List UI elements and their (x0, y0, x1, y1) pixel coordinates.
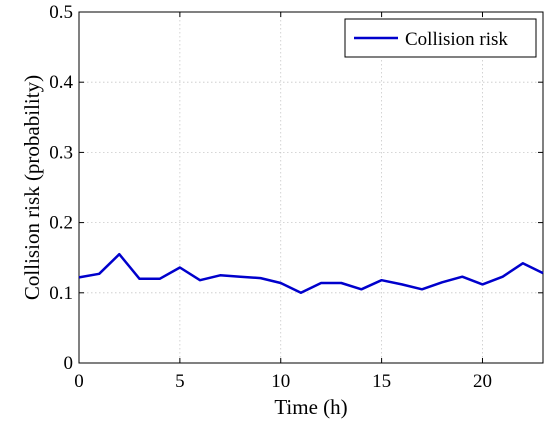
plot-frame (78, 11, 544, 364)
y-tick-label: 0.2 (49, 213, 73, 234)
x-tick-label: 10 (271, 371, 290, 392)
series-line-collision-risk (78, 252, 544, 295)
legend: Collision risk (344, 18, 537, 58)
x-axis-label: Time (h) (274, 395, 347, 419)
series-layer (78, 252, 544, 295)
grid (79, 12, 543, 363)
y-axis-label: Collision risk (probability) (20, 75, 44, 300)
x-tick-label: 20 (473, 371, 492, 392)
x-tick-label: 5 (175, 371, 185, 392)
legend-label: Collision risk (405, 29, 508, 50)
y-tick-label: 0.3 (49, 142, 73, 163)
y-tick-label: 0 (64, 353, 74, 374)
axis-ticks: 0 5 10 15 20 0 0.1 0.2 0.3 0.4 0.5 (49, 2, 543, 392)
x-tick-label: 15 (372, 371, 391, 392)
y-tick-label: 0.4 (49, 72, 73, 93)
x-tick-label: 0 (74, 371, 84, 392)
y-tick-label: 0.5 (49, 2, 73, 23)
y-tick-label: 0.1 (49, 283, 73, 304)
